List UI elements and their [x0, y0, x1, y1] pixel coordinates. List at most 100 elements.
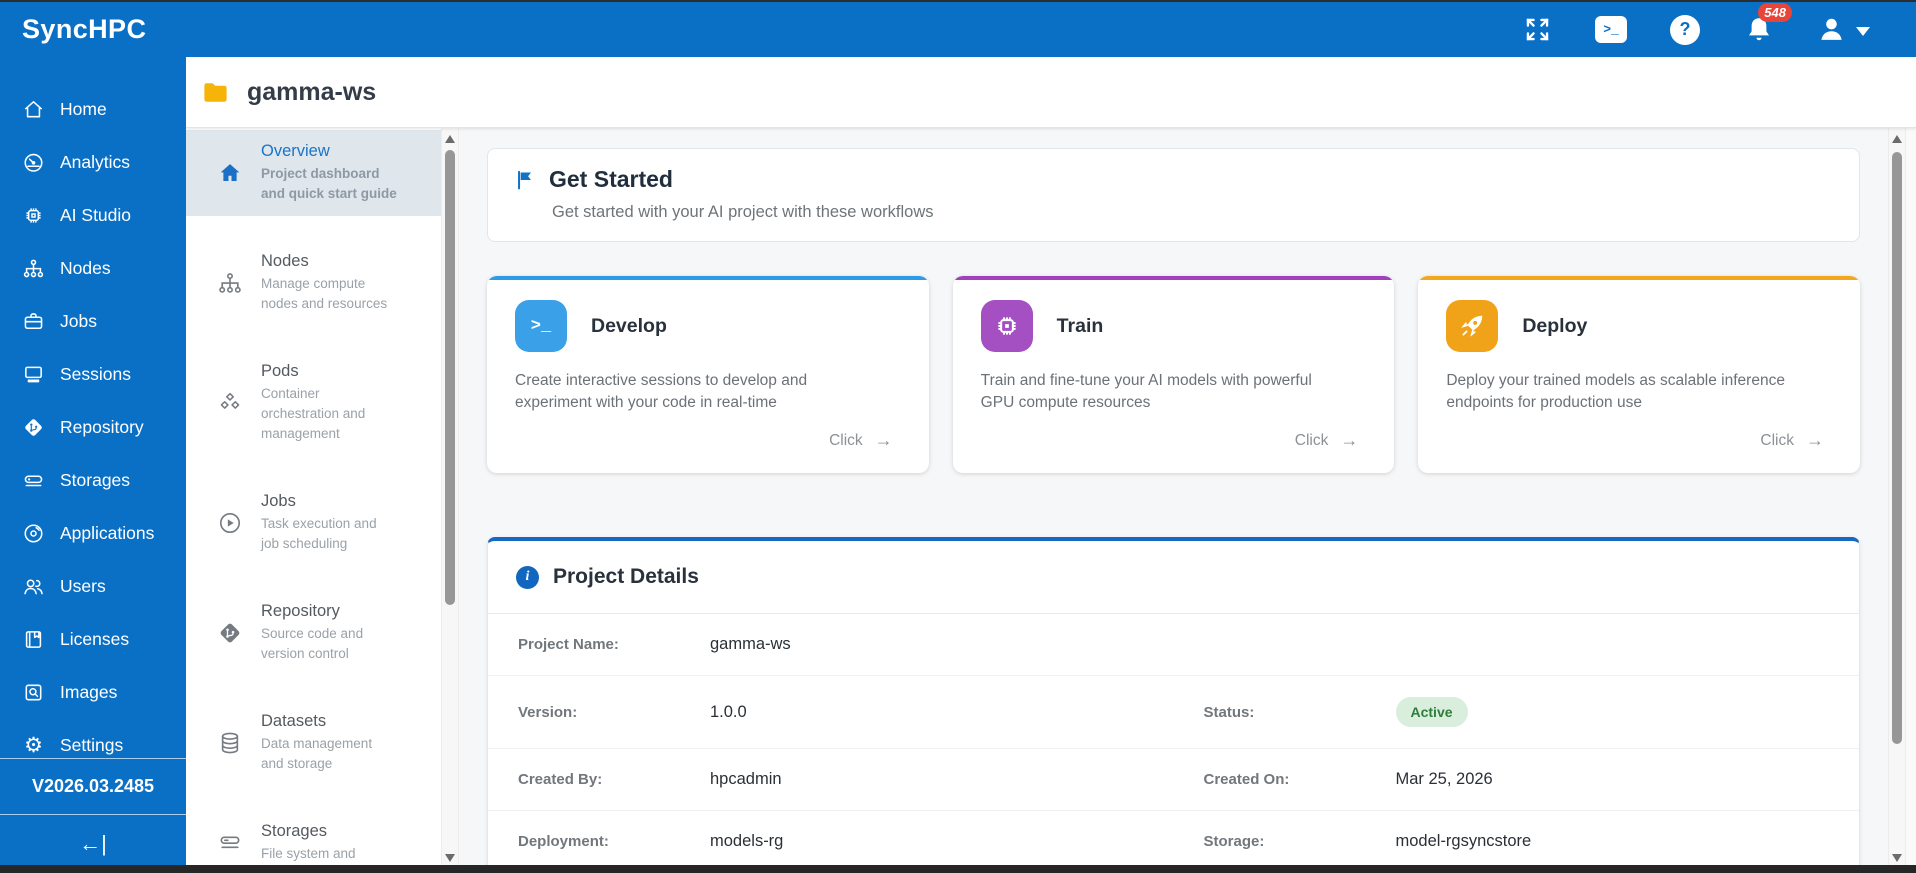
train-card[interactable]: Train Train and fine-tune your AI models… — [952, 276, 1395, 473]
sidebar-item-repository[interactable]: Repository — [0, 401, 186, 454]
drive-icon — [216, 830, 244, 856]
monitor-icon — [22, 363, 45, 386]
secondary-sidebar-scrollbar[interactable] — [441, 128, 459, 873]
card-accent-bar — [952, 276, 1395, 280]
field-value: models-rg — [710, 832, 784, 850]
secondary-item-pods[interactable]: Pods Container orchestration and managem… — [186, 350, 441, 456]
notifications-button[interactable]: 548 — [1742, 2, 1792, 47]
field-label: Status: — [1203, 703, 1255, 721]
terminal-button[interactable]: >_ — [1594, 13, 1628, 47]
card-description: Deploy your trained models as scalable i… — [1446, 372, 1785, 412]
sidebar-item-label: Applications — [60, 523, 155, 543]
secondary-item-repository[interactable]: Repository Source code and version contr… — [186, 590, 441, 676]
fullscreen-button[interactable] — [1520, 13, 1554, 47]
sidebar-item-jobs[interactable]: Jobs — [0, 295, 186, 348]
card-accent-bar — [487, 276, 929, 280]
card-click-link[interactable]: Click → — [1760, 430, 1832, 451]
gear-icon: ⚙ — [24, 734, 43, 757]
sidebar-item-storages[interactable]: Storages — [0, 454, 186, 507]
sidebar-item-label: Storages — [60, 470, 131, 490]
help-icon: ? — [1670, 14, 1700, 45]
gauge-icon — [22, 151, 45, 174]
card-description: Create interactive sessions to develop a… — [515, 372, 808, 412]
secondary-item-datasets[interactable]: Datasets Data management and storage — [186, 700, 441, 786]
play-circle-icon — [216, 510, 244, 536]
sidebar-item-images[interactable]: Images — [0, 666, 186, 719]
scroll-down-arrow[interactable] — [445, 854, 455, 862]
get-started-section: Get Started Get started with your AI pro… — [487, 148, 1860, 242]
sidebar-item-nodes[interactable]: Nodes — [0, 242, 186, 295]
develop-card[interactable]: >_ Develop Create interactive sessions t… — [487, 276, 929, 473]
arrow-right-icon: → — [874, 430, 893, 450]
project-details-section: i Project Details Project Name: gamma-ws… — [487, 537, 1860, 873]
scrollbar-thumb[interactable] — [445, 150, 455, 605]
secondary-item-description: Task execution and job scheduling — [261, 515, 377, 551]
sidebar-item-label: Jobs — [60, 311, 97, 331]
right-edge-gap — [1906, 128, 1916, 873]
collapse-arrow-icon: ←| — [79, 831, 107, 856]
scroll-up-arrow[interactable] — [1892, 135, 1902, 143]
table-row: Version: 1.0.0 Status: Active — [488, 675, 1859, 748]
scrollbar-thumb[interactable] — [1892, 152, 1902, 744]
card-title: Develop — [591, 314, 667, 337]
card-title: Train — [1056, 314, 1104, 337]
secondary-item-description: File system and — [261, 845, 356, 861]
field-value: 1.0.0 — [710, 702, 747, 721]
card-description: Train and fine-tune your AI models with … — [980, 372, 1312, 412]
git-icon — [216, 620, 244, 646]
secondary-item-nodes[interactable]: Nodes Manage compute nodes and resources — [186, 240, 441, 326]
disc-icon — [22, 522, 45, 545]
section-title: Get Started — [549, 166, 673, 192]
table-row: Created By: hpcadmin Created On: Mar 25,… — [488, 748, 1859, 810]
app-logo: SyncHPC — [22, 14, 147, 44]
field-label: Storage: — [1203, 833, 1265, 850]
user-menu-button[interactable] — [1816, 13, 1870, 47]
git-icon — [22, 416, 45, 439]
disk-image-icon — [22, 681, 45, 704]
sidebar-item-label: Repository — [60, 417, 144, 437]
sidebar-item-home[interactable]: Home — [0, 83, 186, 136]
arrow-right-icon: → — [1806, 430, 1825, 450]
sidebar-item-analytics[interactable]: Analytics — [0, 136, 186, 189]
card-accent-bar — [1418, 276, 1861, 280]
sidebar-item-label: Users — [60, 576, 106, 596]
secondary-item-jobs[interactable]: Jobs Task execution and job scheduling — [186, 480, 441, 566]
page-title: gamma-ws — [247, 77, 377, 106]
card-click-link[interactable]: Click → — [1295, 430, 1367, 451]
secondary-item-description: Data management and storage — [261, 735, 373, 771]
sidebar-item-licenses[interactable]: Licenses — [0, 613, 186, 666]
click-label: Click — [829, 431, 863, 449]
sidebar-item-label: Images — [60, 682, 118, 702]
sidebar-item-label: Settings — [60, 735, 124, 755]
field-label: Created On: — [1203, 771, 1290, 788]
secondary-item-label: Jobs — [261, 491, 296, 510]
sidebar-item-users[interactable]: Users — [0, 560, 186, 613]
secondary-item-overview[interactable]: Overview Project dashboard and quick sta… — [186, 130, 441, 216]
table-row: Deployment: models-rg Storage: model-rgs… — [488, 810, 1859, 872]
fullscreen-icon — [1524, 16, 1551, 43]
deploy-card[interactable]: Deploy Deploy your trained models as sca… — [1418, 276, 1861, 473]
secondary-item-description: Manage compute nodes and resources — [261, 275, 388, 311]
main-scrollbar[interactable] — [1888, 128, 1906, 873]
sidebar-item-label: Nodes — [60, 258, 111, 278]
cubes-icon — [216, 390, 244, 416]
sidebar-item-ai-studio[interactable]: AI Studio — [0, 189, 186, 242]
sidebar-item-settings[interactable]: ⚙ Settings — [0, 719, 186, 758]
topbar-actions: >_ ? 548 — [1520, 2, 1870, 47]
sidebar-item-sessions[interactable]: Sessions — [0, 348, 186, 401]
sidebar-collapse-button[interactable]: ←| — [0, 815, 186, 873]
bottom-window-edge — [0, 865, 1916, 873]
click-label: Click — [1760, 431, 1795, 449]
briefcase-icon — [22, 310, 45, 333]
sidebar-item-label: Sessions — [60, 364, 132, 384]
section-subtitle: Get started with your AI project with th… — [552, 203, 934, 221]
sidebar-item-applications[interactable]: Applications — [0, 507, 186, 560]
secondary-item-storages[interactable]: Storages File system and — [186, 810, 441, 873]
card-click-link[interactable]: Click → — [829, 430, 901, 451]
bell-icon — [1744, 15, 1774, 45]
field-label: Project Name: — [518, 636, 619, 653]
home-filled-icon — [216, 160, 244, 186]
scroll-up-arrow[interactable] — [445, 135, 455, 143]
help-button[interactable]: ? — [1668, 13, 1702, 47]
scroll-down-arrow[interactable] — [1892, 854, 1902, 862]
